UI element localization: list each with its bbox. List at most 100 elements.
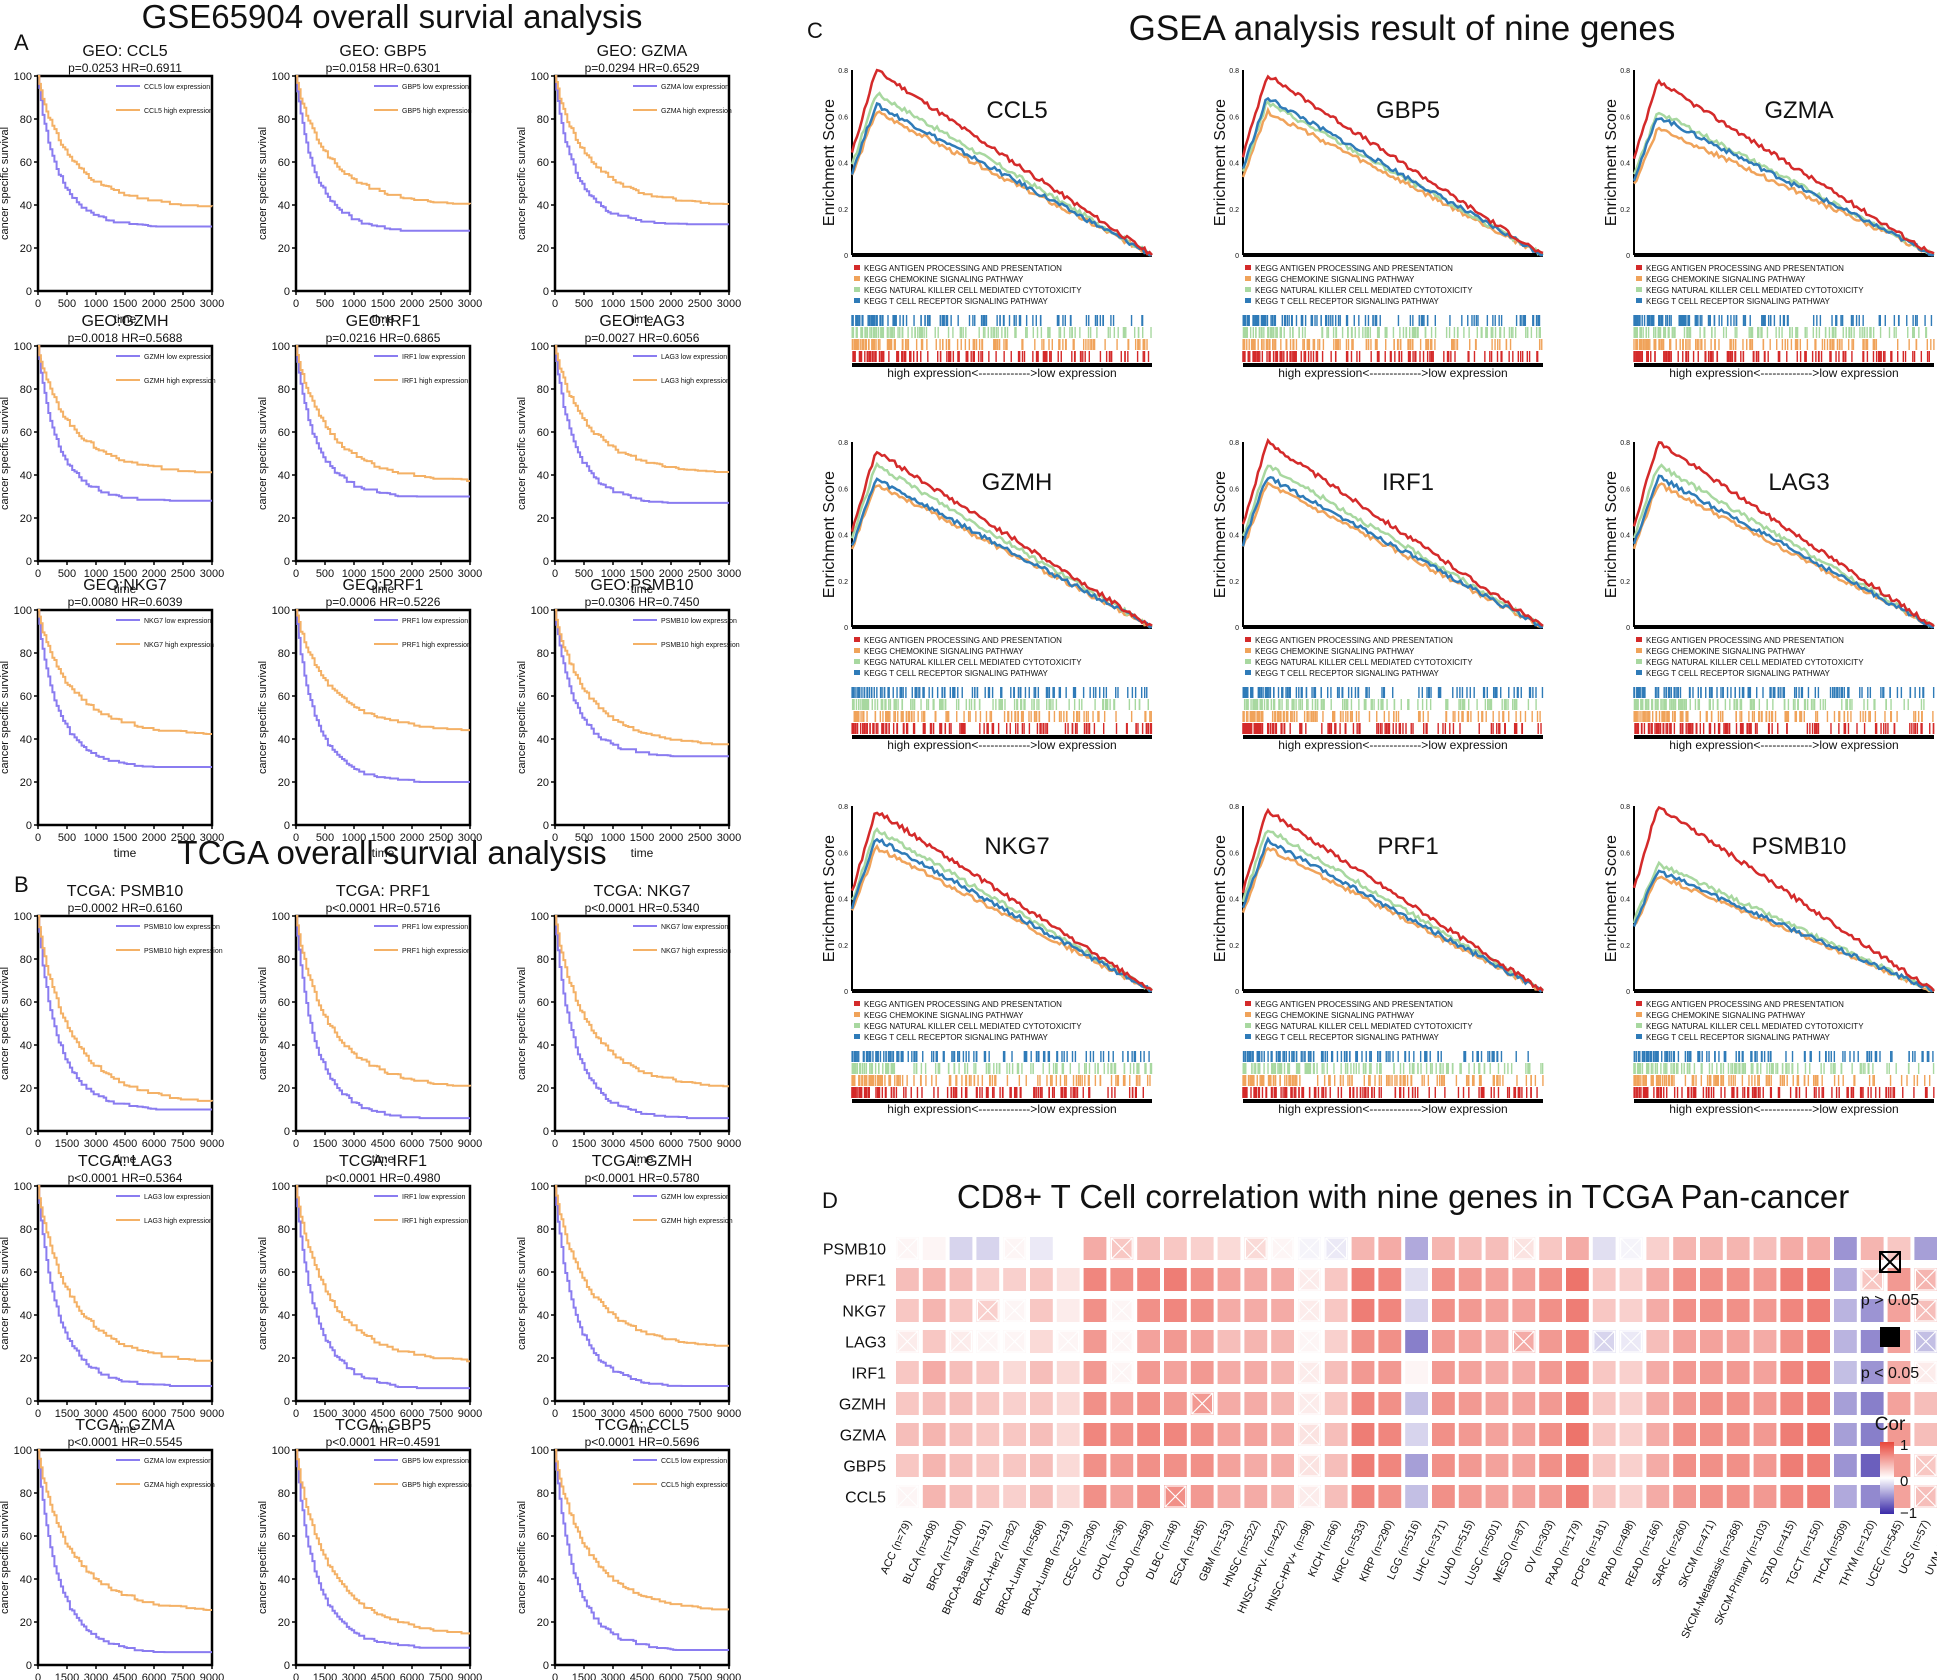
km-legend-low: NKG7 low expression bbox=[144, 618, 211, 625]
km-ytick-label: 20 bbox=[537, 777, 549, 789]
km-ytick-label: 40 bbox=[537, 200, 549, 212]
km-ytick-label: 40 bbox=[20, 470, 32, 482]
km-title: GEO:PRF1 bbox=[343, 577, 424, 594]
km-xtick-label: 0 bbox=[552, 298, 558, 310]
km-legend-low: CCL5 low expression bbox=[661, 1458, 727, 1465]
km-xtick-label: 3000 bbox=[458, 298, 482, 310]
km-low-curve bbox=[555, 609, 729, 758]
km-xtick-label: 6000 bbox=[142, 1672, 166, 1680]
heatmap-ns-box bbox=[1003, 1237, 1026, 1260]
km-ylabel: cancer specific survival bbox=[257, 1237, 269, 1350]
km-xtick-label: 6000 bbox=[659, 1672, 683, 1680]
gsea-legend-swatch bbox=[854, 637, 860, 642]
gsea-es-curve bbox=[1241, 96, 1543, 257]
km-ytick-label: 40 bbox=[537, 1574, 549, 1586]
km-ytick-label: 0 bbox=[543, 1660, 549, 1672]
heatmap-cell bbox=[1887, 1268, 1911, 1291]
gsea-gene-label: PRF1 bbox=[1377, 833, 1438, 860]
km-stats: p<0.0001 HR=0.4980 bbox=[326, 1171, 441, 1185]
gsea-ylabel: Enrichment Score bbox=[1603, 99, 1620, 226]
heatmap-cell bbox=[1405, 1237, 1428, 1260]
heatmap-cell bbox=[1217, 1268, 1241, 1291]
gsea-legend-swatch bbox=[1636, 659, 1642, 664]
gsea-legend-swatch bbox=[854, 1012, 860, 1017]
gsea-ytick-label: 0.2 bbox=[838, 579, 848, 586]
km-high-curve bbox=[38, 345, 212, 474]
heatmap-cell bbox=[1887, 1237, 1911, 1260]
km-ytick-label: 0 bbox=[284, 286, 290, 298]
km-xlabel: time bbox=[631, 1422, 654, 1436]
km-ytick-label: 60 bbox=[537, 1267, 549, 1279]
km-xlabel: time bbox=[114, 846, 137, 860]
km-xtick-label: 1000 bbox=[342, 832, 366, 844]
heatmap-ns-box bbox=[1619, 1237, 1642, 1260]
heatmap-ns-cross bbox=[1110, 1237, 1133, 1260]
km-ytick-label: 60 bbox=[537, 157, 549, 169]
km-legend-low: GZMA low expression bbox=[661, 84, 729, 91]
km-stats: p=0.0158 HR=0.6301 bbox=[326, 61, 441, 75]
heatmap-cell bbox=[1083, 1237, 1107, 1260]
gsea-ytick-label: 0 bbox=[844, 625, 848, 632]
km-xtick-label: 0 bbox=[552, 568, 558, 580]
km-stats: p<0.0001 HR=0.5696 bbox=[585, 1435, 700, 1449]
km-ytick-label: 80 bbox=[537, 954, 549, 966]
km-ylabel: cancer specific survival bbox=[0, 397, 11, 510]
km-xtick-label: 0 bbox=[35, 298, 41, 310]
gsea-legend-swatch bbox=[1245, 265, 1251, 270]
km-xtick-label: 3000 bbox=[458, 832, 482, 844]
gsea-es-curve bbox=[1633, 126, 1934, 257]
gsea-es-curve bbox=[1241, 475, 1543, 629]
km-low-curve bbox=[555, 1449, 729, 1651]
km-xtick-label: 2000 bbox=[659, 832, 683, 844]
gsea-legend-swatch bbox=[1245, 648, 1251, 653]
km-legend-low: LAG3 low expression bbox=[661, 354, 727, 361]
km-xlabel: time bbox=[372, 1152, 395, 1166]
km-ytick-label: 40 bbox=[537, 470, 549, 482]
gsea-legend-swatch bbox=[854, 265, 860, 270]
heatmap-row-label: PSMB10 bbox=[823, 1242, 886, 1259]
km-xtick-label: 0 bbox=[293, 568, 299, 580]
heatmap-cell bbox=[922, 1268, 946, 1291]
heatmap-cell bbox=[1190, 1268, 1214, 1291]
gsea-ytick-label: 0 bbox=[1626, 989, 1630, 996]
heatmap-cell bbox=[1566, 1237, 1589, 1260]
km-ytick-label: 80 bbox=[278, 1224, 290, 1236]
gsea-ytick-label: 0 bbox=[1235, 989, 1239, 996]
km-low-curve bbox=[38, 915, 212, 1111]
heatmap-cell bbox=[1244, 1268, 1268, 1291]
km-legend-high: CCL5 high expression bbox=[144, 108, 213, 115]
km-xtick-label: 3000 bbox=[458, 568, 482, 580]
gsea-ylabel: Enrichment Score bbox=[821, 835, 838, 962]
km-stats: p=0.0002 HR=0.6160 bbox=[68, 901, 183, 915]
km-legend-low: GBP5 low expression bbox=[402, 84, 469, 91]
gsea-legend-label: KEGG NATURAL KILLER CELL MEDIATED CYTOTO… bbox=[1255, 658, 1473, 667]
gsea-ytick-label: 0.6 bbox=[838, 114, 848, 121]
km-ytick-label: 40 bbox=[20, 734, 32, 746]
km-low-curve bbox=[38, 345, 212, 502]
km-xtick-label: 1000 bbox=[601, 568, 625, 580]
gsea-plot: 0 0.2 0.4 0.6 0.8 Enrichment Score LAG3 KEGG AN… bbox=[1603, 440, 1935, 752]
km-xtick-label: 4500 bbox=[113, 1138, 137, 1150]
km-xtick-label: 2500 bbox=[429, 298, 453, 310]
km-xtick-label: 3000 bbox=[717, 832, 741, 844]
heatmap-cell bbox=[1083, 1268, 1107, 1291]
gsea-legend-swatch bbox=[1245, 1023, 1251, 1028]
gsea-ytick-label: 0.8 bbox=[1620, 68, 1630, 75]
km-high-curve bbox=[296, 609, 470, 732]
gsea-legend-label: KEGG CHEMOKINE SIGNALING PATHWAY bbox=[1255, 647, 1415, 656]
gsea-ylabel: Enrichment Score bbox=[1603, 471, 1620, 598]
gsea-legend-swatch bbox=[1245, 670, 1251, 675]
km-xtick-label: 500 bbox=[58, 832, 76, 844]
gsea-legend-swatch bbox=[1245, 637, 1251, 642]
heatmap-cell bbox=[1030, 1299, 1053, 1322]
heatmap-cell bbox=[949, 1237, 973, 1260]
km-ytick-label: 0 bbox=[543, 1126, 549, 1138]
km-xtick-label: 0 bbox=[552, 1138, 558, 1150]
heatmap-cell bbox=[922, 1237, 946, 1260]
heatmap-cell bbox=[1834, 1237, 1857, 1260]
km-xtick-label: 1500 bbox=[313, 1408, 337, 1420]
km-ytick-label: 0 bbox=[284, 1396, 290, 1408]
km-low-curve bbox=[38, 1185, 212, 1387]
